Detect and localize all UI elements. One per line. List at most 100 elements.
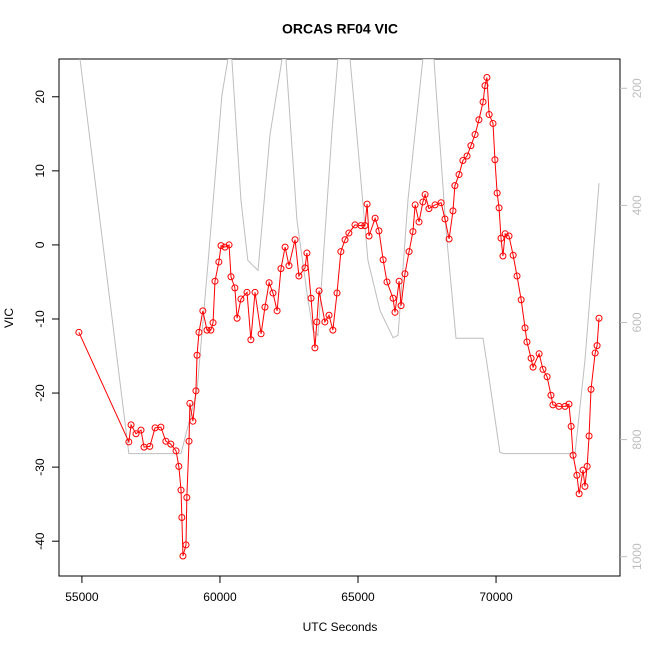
- data-point: [185, 437, 193, 445]
- data-point: [491, 156, 499, 164]
- data-point: [505, 232, 513, 240]
- data-point: [523, 338, 531, 346]
- data-point: [175, 462, 183, 470]
- data-point: [231, 284, 239, 292]
- data-point: [489, 119, 497, 127]
- data-point: [75, 328, 83, 336]
- data-point: [483, 74, 491, 82]
- data-point: [501, 230, 509, 238]
- data-point: [565, 400, 573, 408]
- data-point: [431, 201, 439, 209]
- data-point: [199, 307, 207, 315]
- data-point: [273, 307, 281, 315]
- y2-tick-label: 400: [630, 195, 644, 215]
- data-point: [337, 248, 345, 256]
- data-point: [405, 248, 413, 256]
- data-point: [583, 462, 591, 470]
- data-point: [177, 486, 185, 494]
- data-point: [421, 191, 429, 199]
- data-point: [189, 417, 197, 425]
- data-point: [225, 241, 233, 249]
- data-point: [499, 252, 507, 260]
- data-point: [209, 319, 217, 327]
- data-point: [449, 207, 457, 215]
- data-point: [493, 189, 501, 197]
- data-point: [361, 222, 369, 230]
- data-point: [543, 373, 551, 381]
- data-point: [389, 294, 397, 302]
- y2-tick-label: 800: [630, 429, 644, 449]
- data-point: [415, 218, 423, 226]
- y-tick-label: -30: [33, 458, 47, 476]
- data-point: [215, 258, 223, 266]
- data-point: [125, 438, 133, 446]
- data-point: [561, 402, 569, 410]
- data-point: [593, 342, 601, 350]
- data-point: [463, 152, 471, 160]
- y-tick-label: -20: [33, 384, 47, 402]
- x-axis-label: UTC Seconds: [303, 620, 378, 634]
- data-point: [497, 234, 505, 242]
- data-point: [247, 336, 255, 344]
- data-point: [527, 354, 535, 362]
- data-point: [257, 330, 265, 338]
- data-point: [167, 440, 175, 448]
- data-point: [547, 391, 555, 399]
- data-point: [203, 326, 211, 334]
- data-point: [401, 270, 409, 278]
- data-point: [207, 326, 215, 334]
- data-point: [375, 227, 383, 235]
- y2-tick-label: 200: [630, 78, 644, 98]
- data-point: [467, 142, 475, 150]
- data-point: [237, 295, 245, 303]
- data-point: [371, 214, 379, 222]
- data-point: [481, 82, 489, 90]
- data-point: [195, 328, 203, 336]
- data-point: [137, 426, 145, 434]
- data-point: [573, 471, 581, 479]
- data-point: [581, 482, 589, 490]
- data-point: [217, 242, 225, 250]
- data-point: [311, 344, 319, 352]
- data-point: [261, 303, 269, 311]
- data-point: [409, 228, 417, 236]
- data-point: [179, 552, 187, 560]
- data-point: [341, 236, 349, 244]
- data-point: [383, 278, 391, 286]
- data-point: [321, 318, 329, 326]
- data-point: [459, 156, 467, 164]
- data-point: [182, 541, 190, 549]
- data-point: [569, 451, 577, 459]
- data-point: [521, 324, 529, 332]
- y-tick-label: -40: [33, 532, 47, 550]
- data-point: [567, 422, 575, 430]
- data-point: [411, 201, 419, 209]
- data-point: [146, 442, 154, 450]
- data-point: [295, 272, 303, 280]
- data-point: [303, 249, 311, 257]
- data-point: [419, 198, 427, 206]
- data-point: [277, 265, 285, 273]
- y-tick-label: 0: [33, 241, 47, 248]
- data-point: [313, 318, 321, 326]
- data-point: [517, 296, 525, 304]
- data-point: [329, 326, 337, 334]
- series-line: [79, 59, 600, 455]
- data-point: [333, 289, 341, 297]
- data-point: [307, 294, 315, 302]
- data-point: [397, 302, 405, 310]
- data-point: [591, 349, 599, 357]
- data-point: [162, 437, 170, 445]
- data-point: [595, 314, 603, 322]
- data-point: [585, 432, 593, 440]
- data-point: [445, 235, 453, 243]
- series-line: [78, 77, 600, 557]
- data-point: [227, 273, 235, 281]
- y-tick-label: 20: [33, 90, 47, 104]
- data-point: [251, 288, 259, 296]
- data-point: [211, 277, 219, 285]
- plot-area: [75, 59, 603, 560]
- data-point: [157, 423, 165, 431]
- x-tick-label: 60000: [203, 590, 237, 604]
